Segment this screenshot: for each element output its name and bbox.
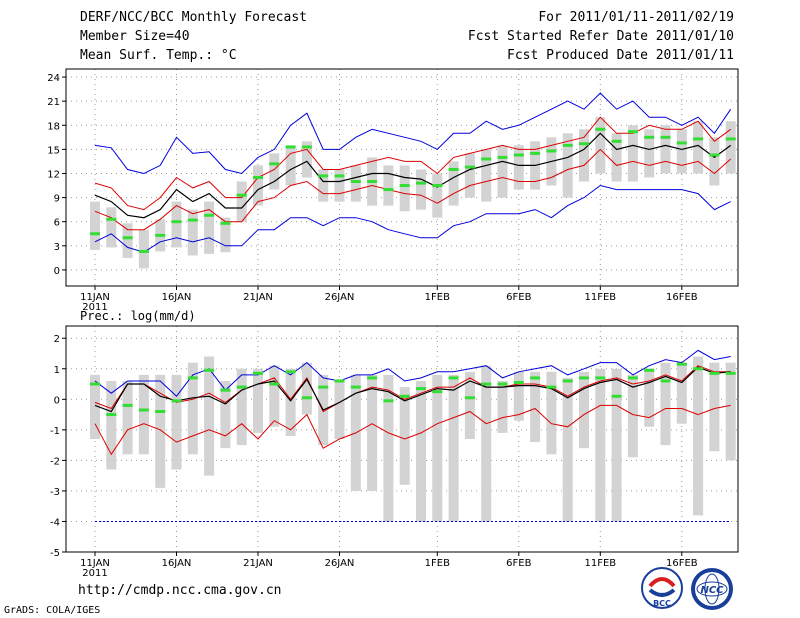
spread-box xyxy=(579,372,589,448)
ncc-logo-text: NCC xyxy=(700,585,724,596)
x-tick-label: 16JAN xyxy=(162,558,192,569)
spread-box xyxy=(709,137,719,185)
y-tick-label: 0 xyxy=(54,266,60,277)
x-tick-label: 26JAN xyxy=(325,558,355,569)
y-tick-label: -5 xyxy=(50,548,60,559)
temperature-panel: 0 3 6 9 12 15 18 21 24 11JAN 16JAN 21JAN 26JAN 1FEB 6F… xyxy=(47,69,738,313)
y-tick-label: 12 xyxy=(47,169,60,180)
spread-box xyxy=(661,125,671,173)
spread-box xyxy=(90,202,100,250)
spread-box xyxy=(155,375,165,488)
y-tick-label: 2 xyxy=(54,334,60,345)
spread-box xyxy=(432,375,442,522)
x-tick-label: 6FEB xyxy=(506,292,531,303)
spread-box xyxy=(188,363,198,455)
x-year-label: 2011 xyxy=(82,568,107,579)
y-tick-label: -3 xyxy=(50,487,60,498)
spread-box xyxy=(253,369,263,433)
spread-box xyxy=(498,381,508,433)
spread-box xyxy=(286,145,296,185)
y-tick-label: 1 xyxy=(54,365,60,376)
spread-box xyxy=(400,165,410,211)
spread-box xyxy=(449,375,459,522)
spread-box xyxy=(335,381,345,439)
x-tick-label: 11FEB xyxy=(584,292,616,303)
x-tick-label: 21JAN xyxy=(243,292,273,303)
spread-box xyxy=(383,375,393,522)
source-url[interactable]: http://cmdp.ncc.cma.gov.cn xyxy=(78,583,282,598)
y-tick-label: 24 xyxy=(47,73,60,84)
spread-box xyxy=(563,378,573,522)
spread-box xyxy=(172,375,182,470)
spread-box xyxy=(726,363,736,461)
x-tick-label: 11FEB xyxy=(584,558,616,569)
spread-box xyxy=(106,207,116,247)
spread-box xyxy=(351,165,361,201)
spread-box xyxy=(253,165,263,205)
spread-box xyxy=(432,173,442,217)
bcc-logo-text: BCC xyxy=(653,599,671,608)
spread-box xyxy=(498,145,508,197)
x-year-label: 2011 xyxy=(82,302,107,313)
y-tick-label: 21 xyxy=(47,97,60,108)
spread-box xyxy=(237,182,247,222)
grads-credit: GrADS: COLA/IGES xyxy=(4,605,100,616)
spread-box xyxy=(139,230,149,269)
spread-box xyxy=(318,169,328,201)
spread-box xyxy=(204,357,214,476)
x-tick-label: 16FEB xyxy=(666,292,698,303)
spread-box xyxy=(563,133,573,197)
y-tick-label: 15 xyxy=(47,145,60,156)
x-tick-label: 26JAN xyxy=(325,292,355,303)
y-tick-label: -1 xyxy=(50,426,60,437)
y-tick-label: -4 xyxy=(50,517,60,528)
spread-box xyxy=(123,381,133,454)
spread-box xyxy=(416,169,426,209)
spread-box xyxy=(335,169,345,201)
spread-box xyxy=(237,369,247,445)
x-tick-label: 1FEB xyxy=(425,558,450,569)
spread-box xyxy=(709,363,719,452)
spread-box xyxy=(106,381,116,470)
spread-box xyxy=(693,357,703,516)
spread-box xyxy=(465,153,475,197)
x-tick-label: 16JAN xyxy=(162,292,192,303)
spread-box xyxy=(123,223,133,258)
spread-box xyxy=(481,366,491,522)
y-tick-label: 18 xyxy=(47,121,60,132)
ncc-logo: NCC xyxy=(688,566,736,612)
spread-box xyxy=(546,372,556,454)
x-tick-label: 21JAN xyxy=(243,558,273,569)
bcc-logo: BCC xyxy=(638,566,686,612)
spread-box xyxy=(677,129,687,173)
y-tick-label: -2 xyxy=(50,456,60,467)
spread-box xyxy=(269,366,279,427)
x-tick-label: 1FEB xyxy=(425,292,450,303)
spread-box xyxy=(383,165,393,205)
spread-box xyxy=(481,149,491,201)
y-tick-label: 6 xyxy=(54,218,60,229)
spread-box xyxy=(302,363,312,415)
y-tick-label: 3 xyxy=(54,242,60,253)
x-tick-label: 6FEB xyxy=(506,558,531,569)
forecast-charts: 0369121518212411JAN 16JAN 21JAN 26JAN 1FEB 6F… xyxy=(0,0,800,618)
spread-box xyxy=(530,372,540,442)
spread-box xyxy=(677,363,687,424)
y-tick-label: 0 xyxy=(54,395,60,406)
y-tick-label: 9 xyxy=(54,194,60,205)
spread-box xyxy=(595,369,605,522)
precipitation-panel: -5-4-3-2-101211JAN 16JAN 21JAN 26JAN 1FEB 6FE… xyxy=(50,326,738,579)
spread-box xyxy=(416,381,426,521)
spread-box xyxy=(595,117,605,173)
spread-box xyxy=(514,145,524,189)
spread-box xyxy=(400,387,410,485)
spread-box xyxy=(188,210,198,256)
spread-box xyxy=(367,375,377,491)
spread-box xyxy=(612,369,622,522)
